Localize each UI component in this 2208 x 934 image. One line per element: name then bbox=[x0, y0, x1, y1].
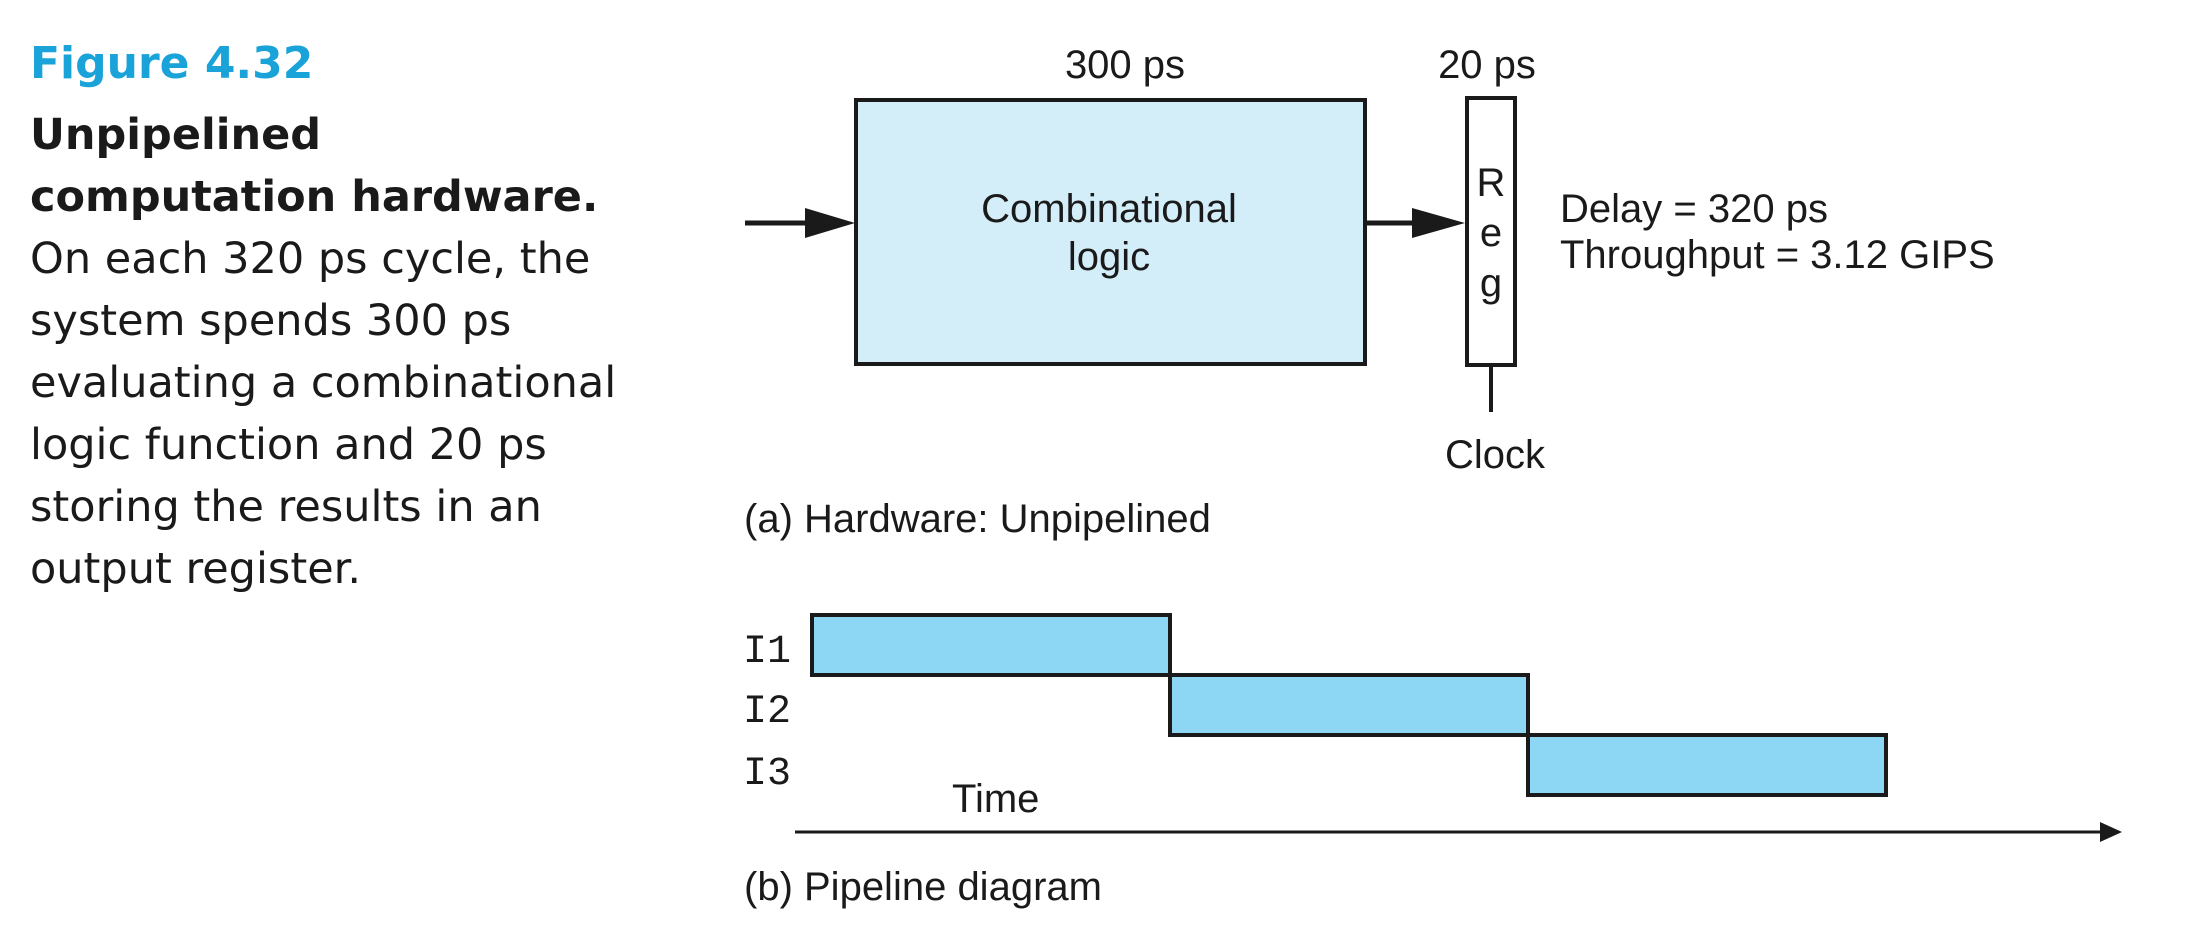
reg-letter-e: e bbox=[1480, 211, 1502, 255]
figure-label: Figure 4.32 bbox=[30, 38, 314, 89]
hardware-subcaption: (a) Hardware: Unpipelined bbox=[744, 497, 1211, 541]
combinational-logic-block bbox=[854, 98, 1367, 366]
logic-label-line2: logic bbox=[1068, 235, 1150, 279]
logic-delay-label: 300 ps bbox=[1065, 43, 1185, 87]
reg-delay-label: 20 ps bbox=[1438, 43, 1536, 87]
time-label: Time bbox=[952, 777, 1039, 821]
caption-bold-lead: Unpipelined computation hardware. bbox=[30, 110, 599, 222]
logic-label-line1: Combinational bbox=[981, 187, 1237, 231]
instruction-label-i2: I2 bbox=[743, 690, 791, 735]
stage-bar-i1 bbox=[810, 613, 1172, 677]
figure-caption: Unpipelined computation hardware. On eac… bbox=[30, 104, 630, 600]
reg-letter-g: g bbox=[1480, 261, 1502, 305]
instruction-label-i1: I1 bbox=[743, 630, 791, 675]
pipeline-subcaption: (b) Pipeline diagram bbox=[744, 865, 1102, 909]
stage-bar-i3 bbox=[1526, 733, 1888, 797]
instruction-label-i3: I3 bbox=[743, 752, 791, 797]
delay-text: Delay = 320 ps bbox=[1560, 187, 1828, 231]
time-axis-arrowhead bbox=[2100, 822, 2122, 842]
register-block bbox=[1465, 96, 1517, 367]
stage-bar-i2 bbox=[1168, 673, 1530, 737]
throughput-text: Throughput = 3.12 GIPS bbox=[1560, 233, 1995, 277]
logic-to-reg-arrow-head bbox=[1412, 208, 1465, 238]
clock-label: Clock bbox=[1445, 433, 1546, 477]
input-arrow-head bbox=[805, 208, 855, 238]
caption-body-text: On each 320 ps cycle, the system spends … bbox=[30, 234, 617, 594]
reg-letter-r: R bbox=[1477, 161, 1506, 205]
